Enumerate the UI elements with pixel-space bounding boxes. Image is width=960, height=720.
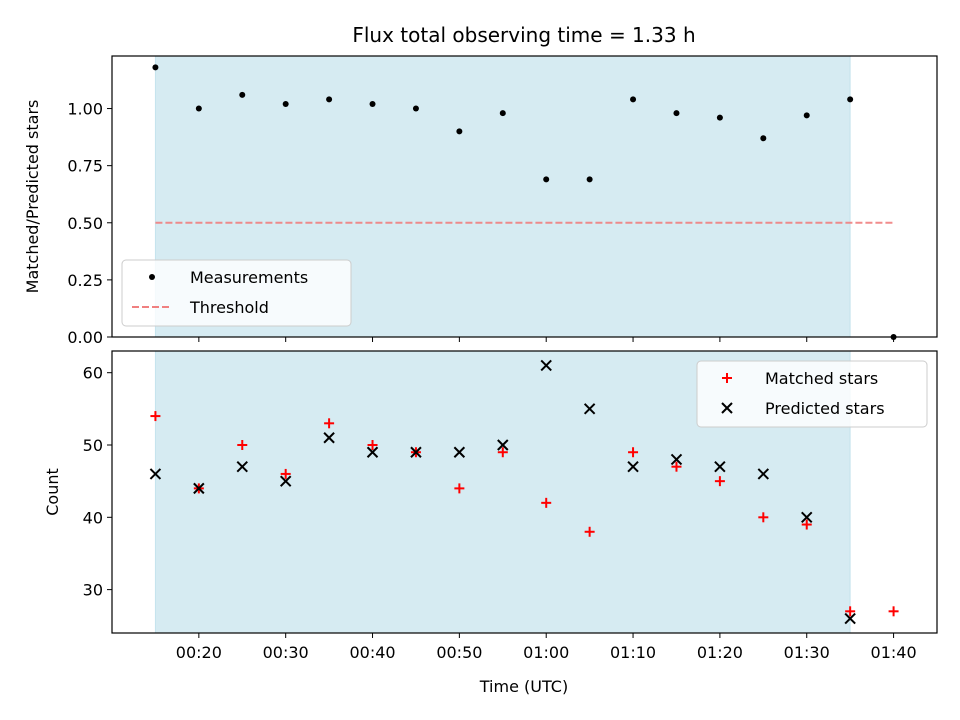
series-1-point-5 xyxy=(366,446,379,458)
series-1-point-7 xyxy=(453,446,466,458)
series-0-point-9 xyxy=(541,497,552,508)
series-0-point-13 xyxy=(714,476,725,487)
series-0-point-13 xyxy=(716,114,723,121)
series-1-point-1 xyxy=(193,482,205,495)
series-1-point-2 xyxy=(236,460,248,473)
series-0-point-11 xyxy=(630,96,637,103)
bottom-panel: 30 40 50 60 00:20 00:30 00:40 00:50 01:00 01:10 01… xyxy=(43,350,938,662)
legend-label-1: Predicted stars xyxy=(765,399,885,418)
series-0-point-3 xyxy=(282,100,289,107)
series-0-point-15 xyxy=(801,519,812,530)
series-1-point-16 xyxy=(844,612,856,625)
legend-label-1: Threshold xyxy=(189,298,269,317)
y-tick-label-1: 40 xyxy=(83,508,103,527)
x-axis-label: Time (UTC) xyxy=(479,677,568,696)
series-0-point-11 xyxy=(628,447,639,458)
series-0-point-14 xyxy=(760,135,767,142)
y-tick-label-4: 1.00 xyxy=(67,100,103,119)
series-1-point-15 xyxy=(801,511,813,524)
series-0-point-8 xyxy=(499,110,506,117)
series-0-point-10 xyxy=(584,526,595,537)
data-series xyxy=(152,64,894,224)
series-0-point-12 xyxy=(671,461,682,472)
series-0-point-5 xyxy=(369,100,376,107)
legend-box xyxy=(696,360,928,428)
series-0-point-4 xyxy=(324,418,335,429)
series-1-point-8 xyxy=(497,439,509,451)
x-tick-label-1: 00:30 xyxy=(263,643,309,662)
legend-swatch-1 xyxy=(721,402,733,414)
legend: Matched stars Predicted stars xyxy=(696,360,928,428)
series-0-point-0 xyxy=(150,411,161,422)
series-0-point-7 xyxy=(456,128,463,135)
series-1-point-10 xyxy=(583,403,596,415)
series-0-point-4 xyxy=(326,96,333,103)
x-tick-label-5: 01:10 xyxy=(610,643,656,662)
axes-frame xyxy=(111,55,938,338)
chart-title: Flux total observing time = 1.33 h xyxy=(352,23,695,47)
series-0-point-17 xyxy=(888,606,899,617)
y-tick-label-2: 50 xyxy=(83,436,103,455)
series-0-point-10 xyxy=(586,176,593,183)
x-tick-label-8: 01:40 xyxy=(871,643,917,662)
data-series xyxy=(149,359,899,625)
series-1-point-0 xyxy=(149,468,162,480)
x-tick-label-3: 00:50 xyxy=(436,643,482,662)
series-0-point-15 xyxy=(803,112,810,119)
legend-swatch-0 xyxy=(149,274,155,280)
series-0-point-14 xyxy=(758,512,769,523)
series-0-point-16 xyxy=(847,96,854,103)
series-1-point-11 xyxy=(627,460,639,473)
x-tick-label-0: 00:20 xyxy=(176,643,222,662)
series-0-point-7 xyxy=(454,483,465,494)
series-0-point-5 xyxy=(367,440,378,450)
y-axis-label: Matched/Predicted stars xyxy=(23,100,42,294)
series-0-point-1 xyxy=(195,105,202,112)
legend: Measurements Threshold xyxy=(121,259,352,327)
series-0-point-8 xyxy=(497,447,508,458)
axes-frame xyxy=(111,350,938,634)
top-panel: 0.00 0.25 0.50 0.75 1.00 Matched/Predicted st… xyxy=(23,55,938,347)
y-axis-label: Count xyxy=(43,468,62,516)
x-tick-label-2: 00:40 xyxy=(349,643,395,662)
legend-swatch-0 xyxy=(722,373,732,383)
series-1-point-3 xyxy=(279,475,292,487)
y-tick-label-0: 0.00 xyxy=(67,328,103,347)
series-0-point-0 xyxy=(152,64,159,71)
x-tick-label-7: 01:30 xyxy=(784,643,830,662)
series-1-point-12 xyxy=(670,453,683,466)
series-0-point-2 xyxy=(237,440,248,450)
y-tick-label-3: 0.75 xyxy=(67,157,103,176)
legend-label-0: Matched stars xyxy=(765,369,878,388)
y-tick-label-0: 30 xyxy=(83,581,103,600)
series-1-point-4 xyxy=(323,432,335,444)
series-0-point-6 xyxy=(412,105,419,112)
series-0-point-2 xyxy=(239,91,246,98)
x-tick-label-6: 01:20 xyxy=(697,643,743,662)
series-0-point-9 xyxy=(543,176,550,183)
y-tick-label-1: 0.25 xyxy=(67,271,103,290)
series-0-point-16 xyxy=(845,606,856,617)
series-1-point-9 xyxy=(540,359,552,372)
series-1-point-13 xyxy=(714,460,726,473)
series-1-point-6 xyxy=(410,446,422,458)
y-tick-label-3: 60 xyxy=(83,364,103,383)
y-tick-label-2: 0.50 xyxy=(67,214,103,233)
series-0-point-3 xyxy=(280,468,291,479)
x-tick-label-4: 01:00 xyxy=(523,643,569,662)
series-1-point-14 xyxy=(757,468,770,480)
legend-label-0: Measurements xyxy=(190,268,308,287)
series-0-point-12 xyxy=(673,110,680,117)
legend-box xyxy=(121,259,352,327)
